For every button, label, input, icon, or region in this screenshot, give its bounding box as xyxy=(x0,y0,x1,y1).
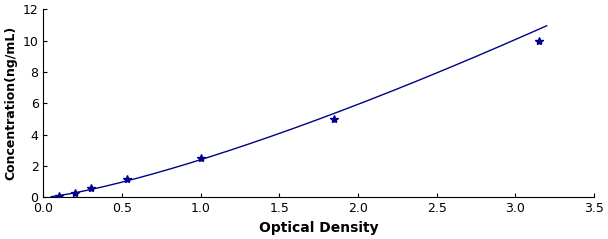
X-axis label: Optical Density: Optical Density xyxy=(259,221,379,235)
Y-axis label: Concentration(ng/mL): Concentration(ng/mL) xyxy=(4,26,17,180)
